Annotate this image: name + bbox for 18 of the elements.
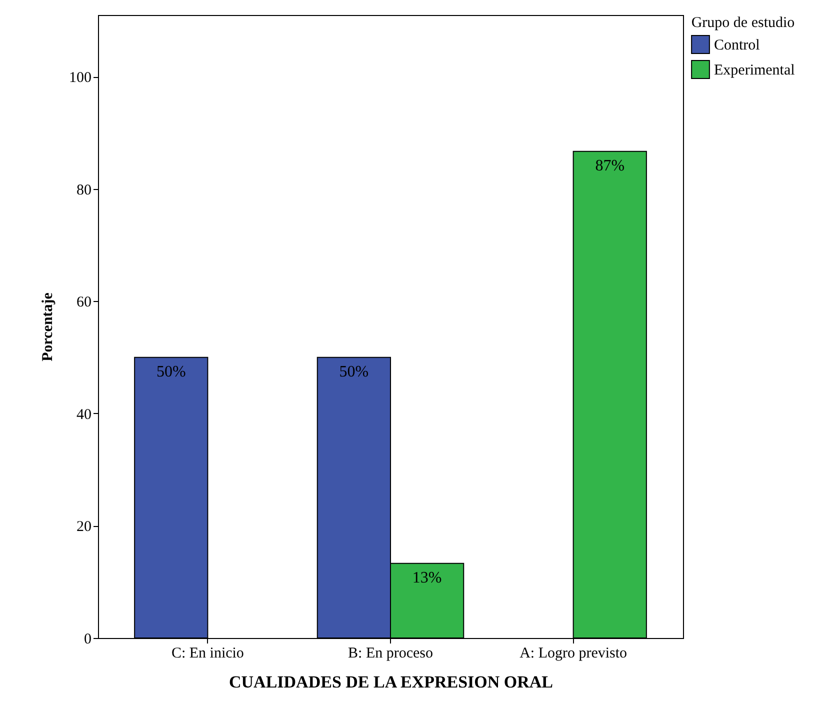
x-tick-label: C: En inicio — [171, 646, 244, 662]
legend-label: Experimental — [714, 62, 795, 78]
data-label: 87% — [595, 157, 625, 174]
y-tick-label: 0 — [84, 632, 92, 648]
data-label: 13% — [412, 569, 442, 586]
y-axis-title: Porcentaje — [40, 292, 56, 362]
y-tick-label: 60 — [76, 294, 92, 311]
legend-label: Control — [714, 38, 760, 54]
y-tick-label: 20 — [76, 519, 92, 536]
x-tick-label: B: En proceso — [348, 646, 433, 662]
data-label: 50% — [339, 363, 369, 380]
y-tick-label: 80 — [76, 182, 92, 198]
legend-title: Grupo de estudio — [691, 15, 795, 31]
y-tick-label: 100 — [69, 70, 92, 86]
data-label: 50% — [156, 363, 186, 380]
y-tick-label: 40 — [76, 406, 92, 423]
x-axis-title: CUALIDADES DE LA EXPRESION ORAL — [228, 672, 554, 692]
x-tick-label: A: Logro previsto — [520, 646, 628, 662]
